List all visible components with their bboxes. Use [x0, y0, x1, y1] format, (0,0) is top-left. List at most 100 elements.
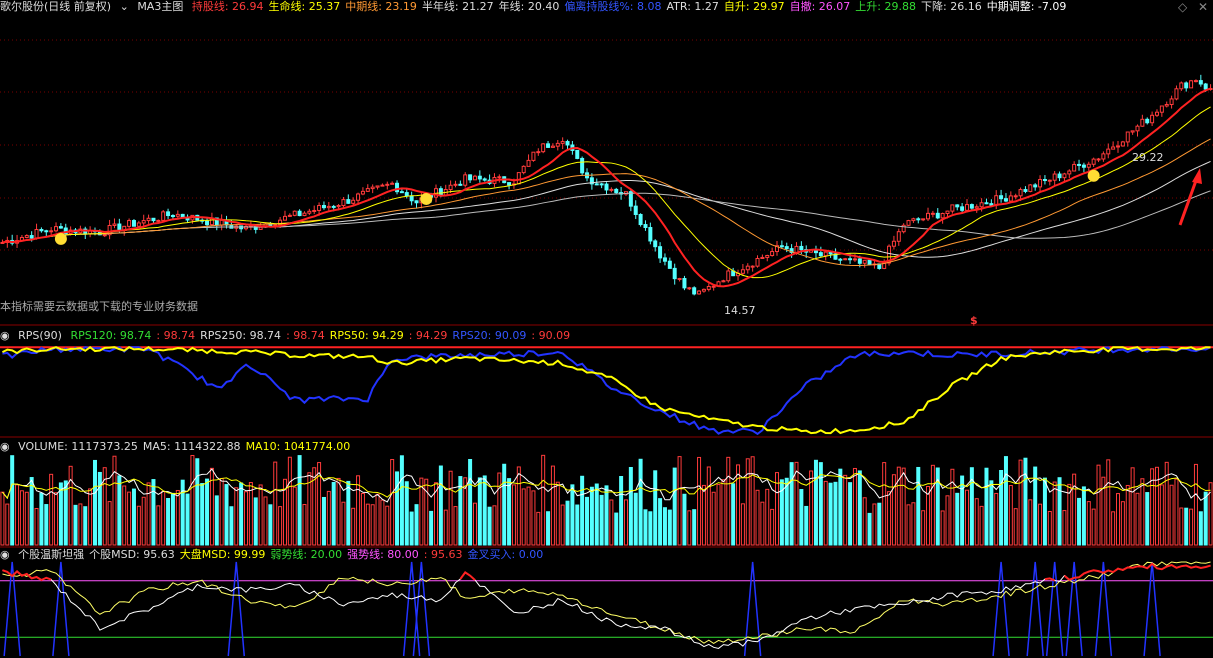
diamond-icon[interactable]: ◇ [1178, 0, 1188, 14]
candle-body [341, 199, 346, 207]
volume-bar [570, 484, 575, 546]
candle-body [843, 258, 848, 261]
volume-bar [687, 510, 692, 546]
candle-body [638, 213, 643, 226]
volume-bar [1116, 493, 1121, 546]
red-arrow [1178, 174, 1200, 226]
volume-bar [1140, 478, 1145, 546]
candle-body [63, 227, 68, 235]
candle-body [205, 220, 210, 226]
red-arrow-head [1192, 168, 1202, 184]
header-item-5: 偏离持股线%: 8.08 [564, 0, 662, 13]
volume-bar [321, 496, 326, 546]
volume-bar [585, 496, 590, 546]
candle-body [117, 223, 122, 231]
candle-body [438, 188, 443, 196]
volume-bar [429, 510, 434, 546]
candle-body [336, 205, 341, 208]
main-indicator-name[interactable]: MA3主图 [137, 0, 184, 13]
candle-body [740, 269, 745, 274]
volume-bar [930, 464, 935, 546]
candle-body [887, 245, 892, 264]
header-item-2: 中期线: 23.19 [345, 0, 417, 13]
candle-body [151, 217, 156, 222]
volume-bar [1106, 459, 1111, 546]
candle-body [823, 251, 828, 257]
rps-name[interactable]: RPS(90) [18, 329, 62, 342]
circle-icon[interactable]: ◉ [0, 548, 10, 561]
volume-bar [5, 503, 10, 546]
volume-bar [940, 510, 945, 546]
volume-bar [156, 505, 161, 546]
close-icon[interactable]: ✕ [1198, 0, 1209, 14]
candle-body [1091, 158, 1096, 165]
candle-body [701, 288, 706, 292]
header-item-4: 年线: 20.40 [498, 0, 560, 13]
chevron-down-icon[interactable]: ⌄ [119, 0, 129, 13]
candle-body [1135, 125, 1140, 132]
candle-body [541, 143, 546, 153]
rps-item-0: RPS120: 98.74 [70, 329, 152, 342]
volume-bar [643, 509, 648, 546]
candle-body [507, 182, 512, 186]
volume-bar [901, 467, 906, 546]
volume-bar [1101, 476, 1106, 546]
msd-strong-segment [459, 571, 476, 581]
volume-bar [677, 456, 682, 546]
smiley-icon [1087, 169, 1100, 182]
volume-bar [599, 494, 604, 546]
volume-bar [857, 470, 862, 546]
volume-bar [360, 492, 365, 546]
candle-body [351, 199, 356, 204]
volume-bar [1028, 499, 1033, 546]
volume-bar [565, 500, 570, 546]
candle-body [156, 219, 161, 222]
volume-bar [516, 466, 521, 546]
volume-bar [88, 488, 93, 546]
candle-body [906, 220, 911, 226]
stock-title[interactable]: 歌尔股份(日线 前复权) [0, 0, 112, 13]
volume-bar [546, 511, 551, 546]
volume-bar [83, 506, 88, 546]
volume-bar [287, 456, 292, 546]
volume-bar [950, 468, 955, 546]
candle-body [1003, 198, 1008, 202]
volume-bar [604, 485, 609, 546]
volume-bar [453, 506, 458, 546]
volume-bar [887, 491, 892, 546]
volume-bar [721, 479, 726, 546]
volume-bar [619, 476, 624, 546]
gold-cross-spike [1143, 561, 1161, 657]
volume-bar [317, 462, 322, 546]
header-item-6: ATR: 1.27 [666, 0, 719, 13]
circle-icon[interactable]: ◉ [0, 440, 10, 453]
volume-bar [146, 482, 151, 546]
volume-bar [1193, 463, 1198, 546]
candle-body [1145, 118, 1150, 124]
volume-bar [468, 459, 473, 546]
volume-bar [219, 477, 224, 546]
volume-bar [750, 456, 755, 546]
msd-strong-segment [1044, 577, 1056, 582]
candle-body [1042, 178, 1047, 181]
volume-bar [1033, 466, 1038, 546]
candle-body [370, 186, 375, 190]
rps-item-5: : 94.29 [408, 329, 448, 342]
volume-bar [1189, 508, 1194, 546]
dollar-marker: $ [970, 314, 978, 327]
candle-body [755, 257, 760, 267]
candle-body [950, 204, 955, 212]
candle-body [628, 191, 633, 207]
volume-bar [92, 459, 97, 546]
volume-bar [969, 467, 974, 546]
volume-bar [380, 499, 385, 546]
circle-icon[interactable]: ◉ [0, 329, 10, 342]
volume-bar [180, 479, 185, 546]
candle-body [1164, 104, 1169, 107]
volume-bar [443, 509, 448, 546]
candle-body [161, 211, 166, 221]
volume-bar [911, 502, 916, 546]
volume-bar [414, 504, 419, 546]
volume-bar [229, 506, 234, 546]
candle-body [784, 246, 789, 250]
